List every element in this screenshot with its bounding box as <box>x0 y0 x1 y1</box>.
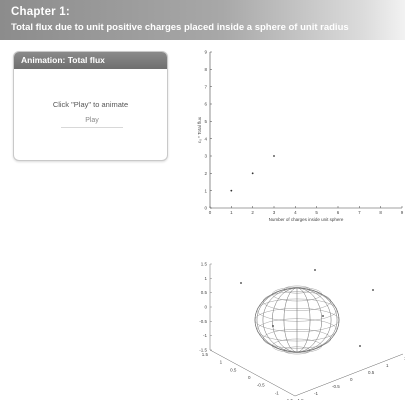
animation-panel: Animation: Total flux Click "Play" to an… <box>13 51 168 161</box>
longitude-line <box>256 287 338 353</box>
chapter-header: Chapter 1: Total flux due to unit positi… <box>0 0 405 40</box>
y-axis-label: ε₀ * Total flux <box>197 116 202 143</box>
y-tick-label: -1 <box>275 390 279 395</box>
x-tick-label: 6 <box>337 210 340 215</box>
y-tick-label: 7 <box>204 84 207 89</box>
x-tick-label: 1 <box>386 363 389 368</box>
play-hint: Click "Play" to animate <box>52 100 129 109</box>
y-tick-label: 1.5 <box>202 352 209 357</box>
y-tick-label: 8 <box>204 67 207 72</box>
z-tick-label: 0 <box>204 305 207 310</box>
x-tick-label: 3 <box>273 210 276 215</box>
charge-point <box>272 325 274 327</box>
x-tick-label: 1 <box>230 210 233 215</box>
sphere-3d-plot: 1.510.50-0.5-1-1.51.510.50-0.5-1-1.5-1.5… <box>199 262 405 400</box>
y-tick-label: -1.5 <box>285 398 293 400</box>
charge-point <box>322 315 324 317</box>
x-tick-label: -1.5 <box>296 398 304 400</box>
y-tick-label: 4 <box>204 136 207 141</box>
charge-point <box>372 289 374 291</box>
x-axis-line <box>294 353 404 397</box>
z-tick-label: -0.5 <box>199 319 207 324</box>
x-tick-label: -0.5 <box>332 384 340 389</box>
x-tick-label: 5 <box>315 210 318 215</box>
y-tick-label: 2 <box>204 171 207 176</box>
y-tick-label: 1 <box>220 360 223 365</box>
z-tick-label: 1.5 <box>201 262 208 267</box>
charge-point <box>314 269 316 271</box>
chapter-title: Chapter 1: <box>11 6 70 18</box>
x-tick-label: 2 <box>251 210 254 215</box>
x-tick-label: 4 <box>294 210 297 215</box>
z-tick-label: -1 <box>203 333 207 338</box>
x-tick-label: 0.5 <box>368 370 375 375</box>
x-tick-label: 0 <box>350 377 353 382</box>
z-tick-label: 0.5 <box>201 290 208 295</box>
y-tick-label: -0.5 <box>257 383 265 388</box>
data-point <box>251 172 254 175</box>
z-tick-label: 1 <box>204 276 207 281</box>
sphere-wireframe <box>254 285 340 355</box>
play-button[interactable]: Play <box>61 114 123 128</box>
charge-point <box>240 282 242 284</box>
x-tick-label: -1 <box>314 391 318 396</box>
x-tick-label: 9 <box>401 210 404 215</box>
y-tick-label: 0 <box>204 206 207 211</box>
charge-point <box>359 345 361 347</box>
y-tick-label: 0.5 <box>230 367 237 372</box>
x-tick-label: 8 <box>379 210 382 215</box>
y-tick-label: 0 <box>248 375 251 380</box>
y-tick-label: 9 <box>204 50 207 55</box>
y-tick-label: 5 <box>204 119 207 124</box>
data-point <box>273 155 275 157</box>
y-tick-label: 3 <box>204 154 207 159</box>
flux-scatter-chart: 0 1 2 3 4 5 6 7 8 9 0 1 2 3 4 5 6 7 8 9 Number of charges in… <box>197 50 404 222</box>
y-tick-label: 1 <box>204 188 207 193</box>
data-point <box>230 189 233 192</box>
x-tick-label: 0 <box>209 210 212 215</box>
animation-panel-title: Animation: Total flux <box>14 52 167 69</box>
y-axis-line <box>209 349 296 397</box>
y-tick-label: 6 <box>204 102 207 107</box>
chapter-subtitle: Total flux due to unit positive charges … <box>11 22 349 33</box>
x-tick-label: 7 <box>358 210 361 215</box>
x-axis-label: Number of charges inside unit sphere <box>269 217 344 222</box>
z-tick-label: -1.5 <box>199 348 207 353</box>
